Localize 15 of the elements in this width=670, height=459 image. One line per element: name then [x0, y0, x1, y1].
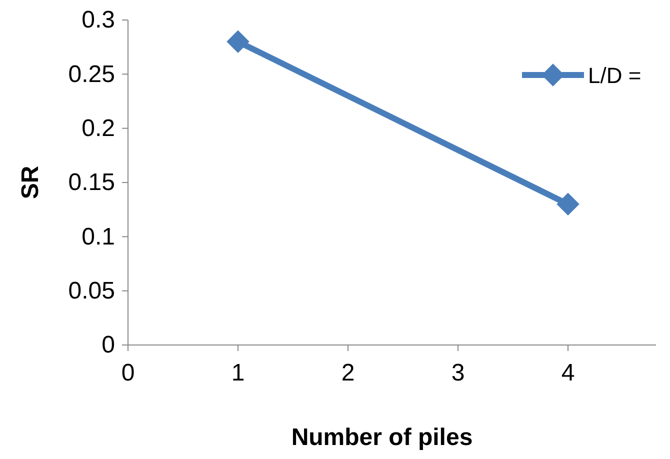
x-tick-label: 1: [231, 359, 245, 386]
y-tick-label: 0.05: [68, 278, 115, 305]
x-tick-label: 2: [341, 359, 355, 386]
y-tick-label: 0.3: [82, 6, 115, 34]
x-axis-title: Number of piles: [291, 424, 473, 451]
y-axis-title: SR: [17, 166, 44, 200]
y-tick-label: 0.1: [82, 223, 115, 250]
y-tick-label: 0.15: [68, 169, 115, 196]
x-tick-label: 0: [121, 359, 135, 386]
y-tick-label: 0.2: [82, 115, 115, 142]
y-tick-label: 0: [102, 332, 115, 359]
x-tick-label: 4: [561, 359, 575, 386]
x-tick-label: 3: [451, 359, 465, 386]
legend-label: L/D =: [588, 63, 642, 88]
y-tick-label: 0.25: [68, 60, 115, 88]
